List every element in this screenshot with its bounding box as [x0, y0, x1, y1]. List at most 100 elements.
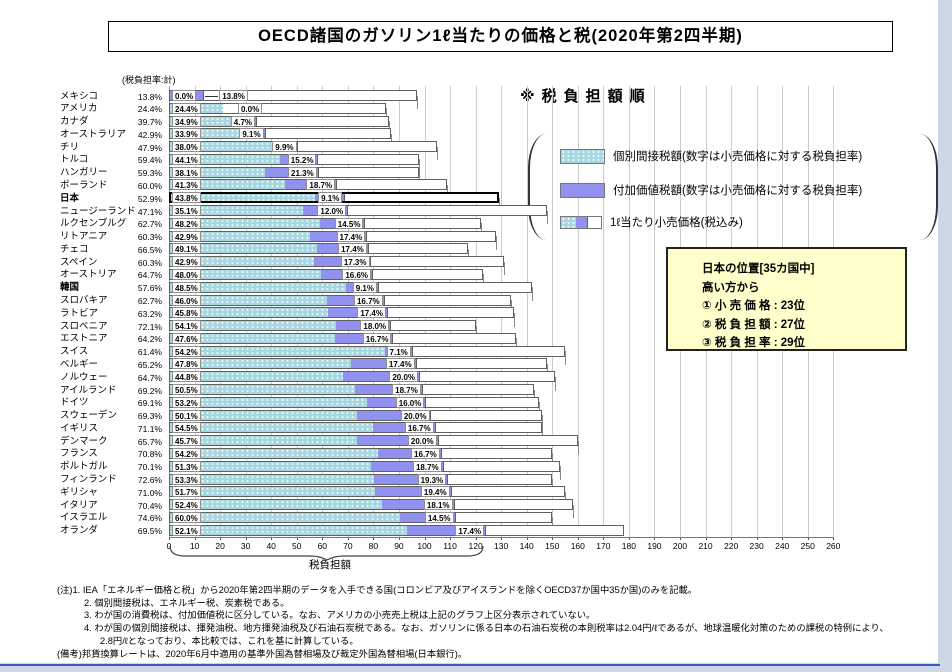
excise-rate-label: 33.9% [172, 128, 201, 140]
excise-tax-segment [170, 282, 346, 292]
footnote-line: 2.8円/ℓとなっており、本比較では、これを基に計算している。 [100, 635, 359, 646]
legend-item-excise: 個別間接税額(数字は小売価格に対する税負担率) [560, 148, 862, 164]
country-label: ポーランド [60, 179, 108, 191]
country-label: チリ [60, 141, 80, 153]
x-axis-tick [577, 537, 579, 540]
excise-tax-segment [170, 512, 400, 522]
country-label: イギリス [60, 422, 99, 434]
x-axis-tick [398, 537, 400, 540]
x-axis-tick [220, 537, 222, 540]
vat-rate-label: 17.4% [357, 307, 386, 319]
vat-label-leader-line [205, 95, 219, 97]
excise-tax-segment [170, 116, 247, 126]
total-tax-rate-value: 24.4% [137, 104, 162, 115]
price-bar [169, 205, 548, 217]
bar-end-connector [447, 184, 449, 199]
vat-rate-label: 20.0% [407, 435, 437, 447]
vat-segment [356, 410, 432, 420]
grid-line [552, 86, 554, 537]
price-swatch-rest-part [588, 216, 601, 228]
excise-rate-label: 42.9% [172, 230, 201, 242]
x-axis-tick [450, 537, 452, 540]
excise-tax-segment [170, 321, 336, 331]
total-tax-rate-value: 70.1% [137, 462, 162, 473]
country-label: ニュージーランド [60, 205, 136, 217]
vat-rate-label: 18.7% [306, 179, 336, 191]
excise-tax-segment [170, 231, 311, 241]
price-bar [169, 499, 573, 511]
vat-rate-label: 16.7% [362, 332, 392, 344]
country-label: スロバキア [60, 295, 108, 307]
excise-tax-segment [170, 269, 321, 279]
price-bar [169, 294, 512, 306]
bar-end-connector [416, 95, 418, 110]
vat-rate-label: 4.7% [230, 115, 256, 127]
excise-tax-segment [170, 244, 317, 254]
x-axis-tick-label: 130 [494, 541, 509, 551]
price-bar [169, 371, 555, 383]
vat-segment [342, 372, 420, 382]
vat-rate-label: 21.3% [288, 166, 317, 178]
country-label: カナダ [60, 116, 89, 128]
excise-rate-label: 44.1% [172, 153, 201, 165]
excise-rate-label: 53.2% [172, 396, 201, 408]
footnote-line: 4. わが国の個別間接税は、揮発油税、地方揮発油税及び石油石炭税である。なお、ガ… [84, 623, 889, 634]
x-axis-tick-label: 110 [443, 541, 457, 551]
x-axis-tick-label: 100 [417, 541, 432, 551]
total-tax-rate-value: 60.0% [137, 180, 162, 191]
total-tax-rate-value: 61.4% [137, 347, 162, 358]
vat-segment [374, 474, 449, 484]
vat-rate-label: 7.1% [386, 345, 411, 357]
x-axis-tick [194, 537, 196, 540]
price-bar [169, 396, 540, 408]
grid-line [577, 86, 579, 537]
country-label: フィンランド [60, 474, 117, 486]
x-axis-tick-label: 120 [468, 541, 483, 551]
vat-rate-label: 19.3% [417, 473, 447, 485]
vat-rate-label: 18.0% [360, 320, 390, 332]
legend-item-label: 1ℓ当たり小売価格(税込み) [610, 217, 743, 229]
vat-rate-label: 9.1% [352, 281, 377, 293]
x-axis-tick-label: 90 [394, 541, 404, 551]
legend-left-paren [528, 134, 546, 240]
total-tax-rate-value: 60.3% [137, 232, 162, 243]
x-axis-tick-label: 260 [826, 541, 841, 551]
total-tax-rate-value: 65.2% [137, 359, 162, 370]
x-axis-tick [322, 537, 324, 540]
price-bar [169, 243, 468, 255]
x-axis-label: 税負担額 [309, 559, 351, 571]
x-axis-tick-label: 180 [621, 541, 636, 551]
vat-segment [350, 359, 417, 369]
country-label: フランス [60, 448, 98, 460]
country-label: オーストラリア [60, 128, 127, 140]
price-bar [169, 307, 514, 319]
excise-tax-segment [170, 218, 321, 228]
vat-swatch [560, 182, 605, 198]
total-tax-rate-value: 71.1% [137, 423, 162, 434]
x-axis-tick [603, 537, 605, 540]
price-bar [169, 102, 387, 114]
grid-line [628, 86, 630, 537]
vat-rate-label: 18.7% [412, 460, 442, 472]
excise-rate-label: 42.9% [172, 256, 201, 268]
price-bar [169, 115, 389, 127]
japan-box-line: 高い方から [702, 281, 760, 294]
bar-end-connector [513, 312, 515, 327]
excise-rate-label: 54.1% [172, 320, 201, 332]
excise-tax-segment [171, 194, 316, 202]
x-axis-tick [628, 537, 630, 540]
footnote-line: 2. 個別間接税は、エネルギー税、炭素税である。 [84, 597, 290, 608]
country-label: デンマーク [60, 435, 108, 447]
x-axis-tick [169, 537, 170, 540]
country-label: ベルギー [60, 358, 99, 370]
excise-rate-label: 48.0% [172, 268, 201, 280]
x-axis-tick-label: 240 [775, 541, 790, 551]
total-tax-rate-value: 64.2% [137, 334, 162, 345]
price-bar [169, 524, 624, 536]
excise-rate-label: 50.1% [172, 409, 201, 421]
bar-end-connector [480, 223, 482, 238]
x-axis-tick-label: 140 [519, 541, 534, 551]
bar-end-connector [534, 389, 536, 404]
grid-line [526, 86, 528, 537]
excise-rate-label: 48.5% [172, 281, 201, 293]
